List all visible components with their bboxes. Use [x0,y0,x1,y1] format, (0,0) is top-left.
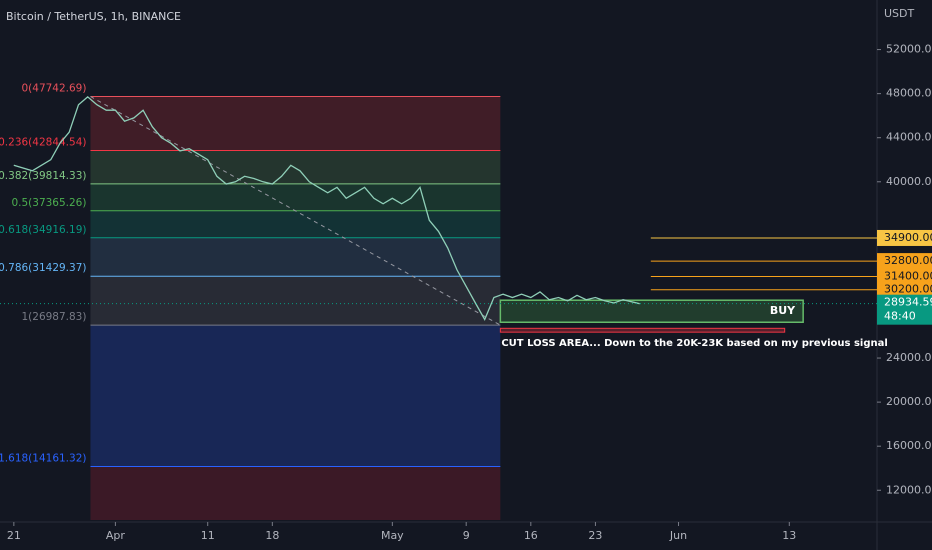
target-tag [877,229,932,246]
fib-band [90,183,501,211]
last-price-label: 28934.59 [884,296,932,309]
countdown: 48:40 [884,310,916,323]
target-label: 34900.00 [884,231,932,244]
y-tick-label: 40000.00 [886,175,932,188]
fib-label: 0.382(39814.33) [0,170,86,182]
target-tag [877,281,932,298]
x-tick-label: 9 [463,529,470,542]
cut-loss-label: CUT LOSS AREA... Down to the 20K-23K bas… [501,338,887,349]
fib-band [90,325,501,467]
currency: USDT [884,7,915,20]
buy-label: BUY [770,304,796,317]
chart-title: Bitcoin / TetherUS, 1h, BINANCE [6,10,181,23]
y-tick-label: 16000.00 [886,439,932,452]
fib-label: 0.786(31429.37) [0,262,86,274]
fib-band [90,237,501,277]
target-label: 32800.00 [884,254,932,267]
x-tick-label: May [381,529,404,542]
buy-zone [499,299,804,323]
last-price-tag [877,294,932,325]
fib-band [90,276,501,326]
x-tick-label: 13 [782,529,796,542]
x-tick-label: 16 [524,529,538,542]
target-tag [877,268,932,285]
trend-line [90,96,501,326]
y-tick-label: 48000.00 [886,87,932,100]
fib-band [90,210,501,238]
target-tag [877,253,932,270]
fib-band [90,466,501,520]
fib-label: 0.618(34916.19) [0,224,86,236]
y-tick-label: 12000.00 [886,483,932,496]
y-tick-label: 24000.00 [886,351,932,364]
x-tick-label: Apr [106,529,126,542]
x-tick-label: 21 [7,529,21,542]
y-tick-label: 52000.00 [886,43,932,56]
x-tick-label: 11 [201,529,215,542]
fib-label: 1(26987.83) [21,311,86,323]
target-label: 30200.00 [884,283,932,296]
fib-label: 1.618(14161.32) [0,452,86,464]
fib-band [90,96,501,151]
fib-label: 0.236(42844.54) [0,136,86,148]
price-line [13,96,640,321]
fib-label: 0(47742.69) [21,82,86,94]
x-tick-label: 23 [588,529,602,542]
x-tick-label: 18 [265,529,279,542]
fib-label: 0.5(37365.26) [11,197,86,209]
fib-band [90,150,501,184]
y-tick-label: 44000.00 [886,131,932,144]
y-tick-label: 20000.00 [886,395,932,408]
x-tick-label: Jun [669,529,687,542]
target-label: 31400.00 [884,270,932,283]
plot: 0(47742.69) 0.236(42844.54) 0.382(39814.33… [0,82,888,520]
cut-loss-zone [499,327,786,333]
